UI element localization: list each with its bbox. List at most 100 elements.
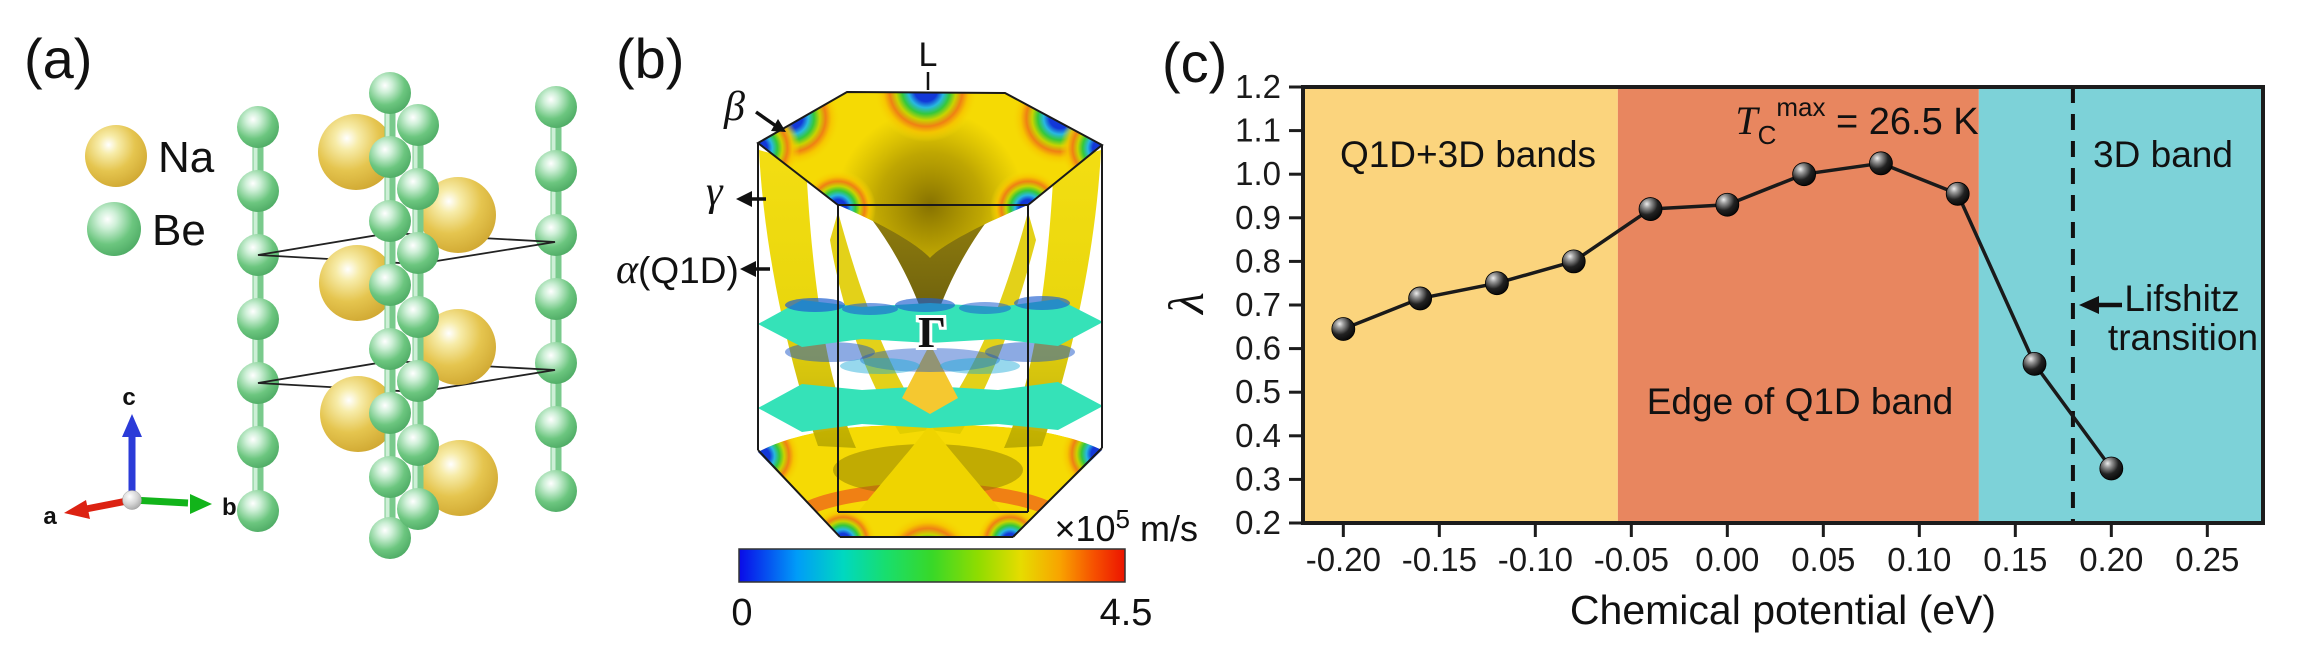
data-point <box>1408 286 1433 311</box>
alpha-arrowhead <box>740 261 756 277</box>
y-axis-ticks: 0.2 0.3 0.4 0.5 0.6 0.7 0.8 0.9 1.0 1.1 1.2 <box>1235 68 1303 541</box>
na-atom <box>420 177 496 253</box>
colorbar-gradient <box>738 548 1126 583</box>
y-axis-title: λ <box>1158 292 1214 316</box>
unit-suffix: m/s <box>1130 508 1198 549</box>
alpha-band-label: α(Q1D) <box>616 247 739 293</box>
y-tick-label: 0.6 <box>1235 330 1281 367</box>
be-atom <box>535 470 577 512</box>
be-atom <box>237 106 279 148</box>
y-tick-label: 0.5 <box>1235 373 1281 410</box>
c-axis-arrowhead <box>122 414 142 437</box>
lifshitz-label-line2: transition <box>2108 317 2258 358</box>
alpha-suffix: (Q1D) <box>638 250 739 291</box>
y-tick-label: 1.2 <box>1235 68 1281 105</box>
x-tick-label: 0.05 <box>1791 541 1855 578</box>
gizmo-origin <box>122 490 142 510</box>
be-atom <box>237 298 279 340</box>
x-tick-label: -0.20 <box>1306 541 1381 578</box>
beta-arrow <box>754 110 778 128</box>
alpha-symbol: α <box>616 247 639 293</box>
legend: Na Be <box>85 125 215 256</box>
gamma-arrowhead <box>736 191 752 207</box>
be-atom <box>535 342 577 384</box>
be-atom <box>369 328 411 370</box>
be-atom <box>535 278 577 320</box>
x-tick-label: 0.20 <box>2079 541 2143 578</box>
y-tick-label: 0.3 <box>1235 460 1281 497</box>
be-atom <box>397 488 439 530</box>
be-atom <box>237 426 279 468</box>
data-point <box>1945 181 1970 206</box>
be-atom <box>535 86 577 128</box>
be-chain <box>397 104 439 530</box>
data-point <box>2099 456 2124 481</box>
x-tick-label: -0.05 <box>1594 541 1669 578</box>
region-label-edge-q1d: Edge of Q1D band <box>1647 381 1954 422</box>
panel-a-crystal-structure: (a) Na Be c a b <box>24 27 577 559</box>
be-chain <box>237 106 279 532</box>
be-atom <box>535 214 577 256</box>
be-atom <box>397 232 439 274</box>
be-atom <box>237 490 279 532</box>
data-point <box>1561 249 1586 274</box>
atomic-structure <box>237 72 577 559</box>
lifshitz-label-line1: Lifshitz <box>2124 278 2239 319</box>
colorbar-min: 0 <box>731 592 752 634</box>
be-atom-swatch <box>87 202 141 256</box>
data-point <box>1485 271 1509 296</box>
b-axis-arrowhead <box>190 494 212 514</box>
tc-symbol: T <box>1735 98 1760 143</box>
tc-value: = 26.5 K <box>1825 101 1978 143</box>
be-atom <box>369 72 411 114</box>
a-axis-label: a <box>43 503 57 530</box>
tc-superscript: max <box>1776 92 1825 122</box>
region-label-3d: 3D band <box>2093 134 2233 175</box>
be-legend-label: Be <box>152 206 206 255</box>
be-atom <box>535 406 577 448</box>
panel-a-label: (a) <box>24 27 92 90</box>
unit-exponent: 5 <box>1116 504 1130 534</box>
be-chain <box>535 86 577 512</box>
be-atom <box>369 517 411 559</box>
beta-band-label: β <box>723 84 745 130</box>
data-point <box>1792 162 1817 187</box>
data-point <box>1869 151 1893 176</box>
na-atom-swatch <box>85 125 147 187</box>
be-atom <box>397 168 439 210</box>
lambda-data-series <box>1331 151 2124 481</box>
y-tick-label: 0.4 <box>1235 417 1281 454</box>
x-axis-ticks: -0.20 -0.15 -0.10 -0.05 0.00 0.05 0.10 0.15 0.20… <box>1306 523 2239 578</box>
b-axis-label: b <box>222 494 237 521</box>
tc-subscript: C <box>1758 120 1777 150</box>
gamma-point-label: Γ <box>918 308 946 357</box>
lifshitz-arrowhead <box>2079 296 2099 314</box>
region-label-q1d3d: Q1D+3D bands <box>1340 134 1596 175</box>
colorbar-units: ×105 m/s <box>1054 504 1198 549</box>
x-tick-label: 0.10 <box>1887 541 1951 578</box>
be-atom <box>369 392 411 434</box>
unit-prefix: ×10 <box>1054 508 1115 549</box>
y-tick-label: 0.2 <box>1235 504 1281 541</box>
panel-c-label: (c) <box>1162 31 1227 94</box>
band-region <box>1303 87 1618 523</box>
tc-max-annotation: TCmax = 26.5 K <box>1735 92 1978 150</box>
be-atom <box>397 104 439 146</box>
gamma-band-label: γ <box>706 169 724 215</box>
band-region <box>1617 87 1979 523</box>
data-point <box>1715 192 1740 217</box>
y-tick-label: 0.9 <box>1235 199 1281 236</box>
fermi-alpha-sheets <box>758 296 1103 432</box>
panel-b-label: (b) <box>616 27 684 90</box>
x-tick-label: 0.15 <box>1983 541 2047 578</box>
colorbar-max: 4.5 <box>1100 592 1153 634</box>
na-atom <box>420 309 496 385</box>
data-point <box>1638 197 1663 221</box>
y-tick-label: 0.7 <box>1235 286 1281 323</box>
a-axis-arrowhead <box>64 500 90 519</box>
panel-c-lambda-chart: (c) Q1D+3D bands Edge of Q1D band 3D ban… <box>1158 31 2265 633</box>
y-tick-label: 1.1 <box>1235 112 1281 149</box>
x-tick-label: -0.10 <box>1498 541 1573 578</box>
